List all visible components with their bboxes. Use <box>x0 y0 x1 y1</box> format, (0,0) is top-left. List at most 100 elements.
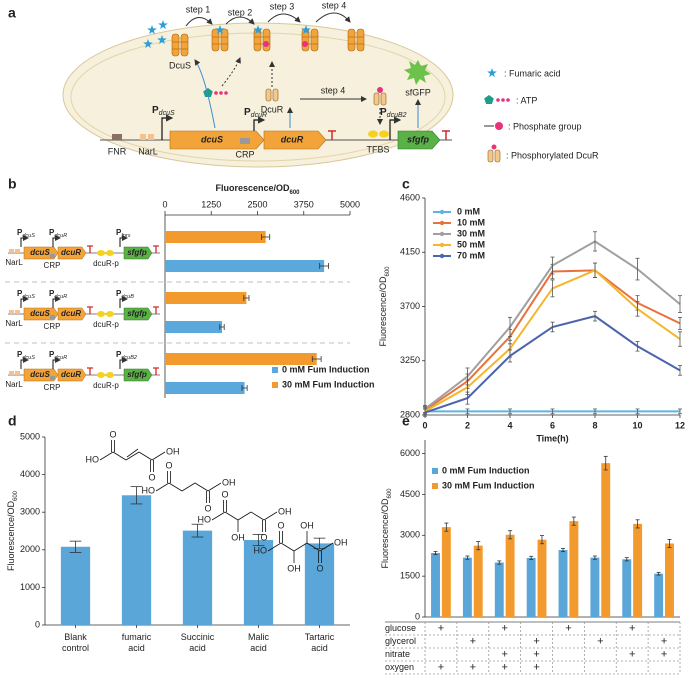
panel-label: c <box>402 176 410 192</box>
cell-mark: + <box>501 648 507 660</box>
legend-label: 50 mM <box>457 239 485 249</box>
promoter-arrow <box>119 357 128 369</box>
promoter-sub: dcuR <box>54 355 67 361</box>
y-tick-label: 6000 <box>400 448 420 458</box>
y-axis-label-main: Fluorescence/OD <box>6 500 16 571</box>
x-tick-label: fumaric acid <box>122 632 152 653</box>
y-tick-label: 4500 <box>400 489 420 499</box>
crp-site <box>240 138 250 144</box>
legend-text: : ATP <box>516 95 537 105</box>
atom-label: OH <box>222 477 236 487</box>
atom-label: OH <box>300 520 314 530</box>
legend-marker <box>439 209 445 215</box>
legend-label: 70 mM <box>457 250 485 260</box>
legend-marker <box>439 253 445 259</box>
legend-swatch <box>272 382 278 388</box>
promoter-label: PdcuS <box>17 350 35 361</box>
gene <box>123 307 153 321</box>
promoter-label: PdcuS <box>152 105 175 118</box>
label-line: Malic <box>248 632 270 642</box>
bond <box>237 511 252 521</box>
legend-icon <box>487 68 497 78</box>
promoter-letter: P <box>380 107 387 118</box>
bar <box>462 557 472 617</box>
bond <box>181 482 196 492</box>
promoter-label: PdcuR <box>244 107 267 120</box>
bar <box>505 534 515 617</box>
gene <box>57 307 87 321</box>
row-label: nitrate <box>385 649 410 659</box>
legend-icon <box>501 98 505 102</box>
y-axis-label: Fluorescence/OD600 <box>6 490 18 571</box>
step-label: step 1 <box>186 4 211 14</box>
narl-site <box>9 310 14 314</box>
step-label: step 2 <box>228 7 253 17</box>
y-tick-label: 2000 <box>20 544 40 554</box>
site-label: CRP <box>44 322 61 331</box>
bar <box>121 495 152 625</box>
cell-mark: + <box>533 661 539 673</box>
bar <box>601 463 611 617</box>
label-line: Tartaric <box>305 632 335 642</box>
atom-label: HO <box>198 514 212 524</box>
legend-icon <box>496 98 500 102</box>
promoter-letter: P <box>17 228 23 237</box>
bar <box>622 559 632 617</box>
atp-phosphate <box>219 91 223 95</box>
gene <box>57 368 87 382</box>
gene <box>57 246 87 260</box>
cell-mark: + <box>533 648 539 660</box>
cell-mark: + <box>661 648 667 660</box>
fnr-label: FNR <box>108 146 127 156</box>
bar <box>473 545 483 617</box>
atom-label: O <box>221 489 228 499</box>
x-tick-label: 10 <box>632 420 642 430</box>
label-line: Succinic <box>181 632 215 642</box>
atom-label: HO <box>254 545 268 555</box>
row-label: glycerol <box>385 636 416 646</box>
narl-site <box>15 310 20 314</box>
tfbs-shape <box>368 130 378 138</box>
gene-label: dcuR <box>281 134 304 144</box>
promoter-arrow <box>119 296 128 308</box>
y-tick-label: 0 <box>35 619 40 629</box>
legend-swatch <box>432 468 438 474</box>
gene-label: sfgfp <box>127 248 147 257</box>
gene-label: sfgfp <box>407 134 429 144</box>
atom-label: OH <box>278 506 292 516</box>
promoter-sub: fnrs <box>121 233 130 239</box>
promoter-letter: P <box>49 289 55 298</box>
bond <box>267 542 282 552</box>
legend-text: : Phosphate group <box>508 121 582 131</box>
promoter-letter: P <box>116 350 122 359</box>
terminator <box>153 367 159 375</box>
cell-mark: + <box>597 635 603 647</box>
y-axis-label-main: Fluorescence/OD <box>378 276 388 347</box>
gene-label: dcuR <box>61 370 81 379</box>
x-tick-label: 2 <box>465 420 470 430</box>
bond <box>168 482 183 492</box>
gene-label: sfgfp <box>127 370 147 379</box>
row-label: glucose <box>385 623 416 633</box>
atom-label: O <box>165 460 172 470</box>
tfbs-label: TFBS <box>366 144 389 154</box>
promoter-letter: P <box>116 289 122 298</box>
promoter-label: Pfnrs <box>116 228 131 239</box>
atom-label: HO <box>142 485 156 495</box>
legend-text: : Phosphorylated DcuR <box>506 150 599 160</box>
bond <box>99 451 114 461</box>
promoter-label: PdcuR <box>49 228 67 239</box>
dcur-p-site <box>106 311 114 317</box>
fumarate <box>158 20 168 30</box>
bond <box>194 482 209 492</box>
narl-site <box>9 249 14 253</box>
promoter-arrow <box>20 296 29 308</box>
step-label: step 4 <box>322 0 347 10</box>
y-axis-label: Fluorescence/OD600 <box>380 488 392 569</box>
bar <box>590 557 600 617</box>
bond <box>126 448 139 458</box>
promoter-arrow <box>161 114 174 140</box>
y-axis-label-sub: 600 <box>385 266 391 277</box>
promoter-sub: dcuS <box>22 294 35 300</box>
site-label: CRP <box>44 261 61 270</box>
